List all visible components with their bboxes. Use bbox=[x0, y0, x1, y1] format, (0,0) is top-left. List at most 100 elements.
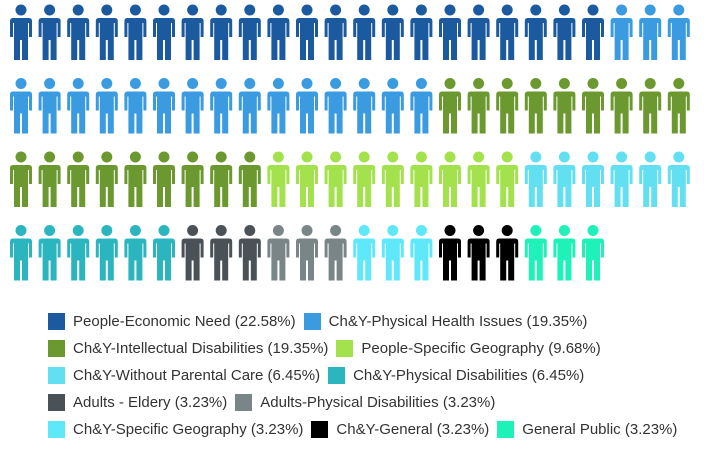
icon-body bbox=[153, 238, 175, 281]
icon-head bbox=[272, 4, 284, 16]
icon-body bbox=[439, 238, 461, 281]
pictogram bbox=[10, 4, 690, 281]
icon-body bbox=[296, 91, 318, 134]
icon-head bbox=[387, 78, 399, 89]
icon-body bbox=[553, 238, 576, 281]
legend-label: Adults-Physical Disabilities bbox=[260, 393, 439, 411]
icon-head bbox=[330, 151, 342, 163]
legend-swatch bbox=[48, 339, 65, 357]
person-icon bbox=[467, 225, 490, 281]
person-icon bbox=[181, 225, 204, 281]
person-icon bbox=[296, 78, 318, 134]
person-icon bbox=[210, 78, 233, 134]
icon-head bbox=[301, 78, 313, 89]
person-icon bbox=[267, 4, 290, 60]
icon-head bbox=[415, 151, 427, 163]
icon-body bbox=[324, 18, 347, 60]
icon-head bbox=[301, 4, 313, 16]
icon-body bbox=[410, 91, 433, 134]
person-icon bbox=[67, 4, 90, 60]
icon-head bbox=[444, 151, 456, 163]
icon-head bbox=[616, 151, 628, 163]
icon-head bbox=[187, 151, 199, 163]
icon-body bbox=[496, 238, 519, 281]
person-icon bbox=[267, 151, 290, 207]
icon-body bbox=[524, 91, 547, 134]
legend-label: Ch&Y-General bbox=[336, 420, 433, 438]
person-icon bbox=[582, 4, 604, 60]
icon-head bbox=[44, 225, 56, 236]
person-icon bbox=[324, 225, 347, 281]
person-icon bbox=[381, 225, 404, 281]
icon-body bbox=[553, 165, 576, 207]
person-icon bbox=[353, 225, 376, 281]
person-icon bbox=[439, 225, 461, 281]
icon-body bbox=[95, 91, 118, 134]
legend-label: Ch&Y-Physical Disabilities bbox=[353, 366, 528, 384]
legend-label: Ch&Y-Specific Geography bbox=[73, 420, 247, 438]
icon-head bbox=[673, 4, 685, 16]
person-icon bbox=[324, 4, 347, 60]
icon-body bbox=[67, 165, 90, 207]
icon-body bbox=[639, 18, 662, 60]
icon-head bbox=[387, 225, 399, 236]
icon-body bbox=[210, 165, 233, 207]
icon-head bbox=[187, 78, 199, 89]
person-icon bbox=[95, 225, 118, 281]
legend-item: People-Specific Geography (9.68%) bbox=[336, 337, 601, 359]
legend-item: Adults-Physical Disabilities (3.23%) bbox=[235, 391, 495, 413]
icon-head bbox=[15, 78, 27, 89]
person-icon bbox=[238, 78, 261, 134]
person-icon bbox=[181, 4, 204, 60]
person-icon bbox=[410, 78, 433, 134]
icon-head bbox=[530, 78, 542, 89]
person-icon bbox=[95, 151, 118, 207]
legend-swatch bbox=[497, 420, 515, 438]
legend-swatch bbox=[336, 339, 354, 357]
icon-head bbox=[616, 78, 628, 89]
icon-body bbox=[496, 165, 519, 207]
icon-body bbox=[467, 91, 490, 134]
legend-label: Ch&Y-Without Parental Care bbox=[73, 366, 264, 384]
icon-head bbox=[358, 4, 370, 16]
person-icon bbox=[667, 151, 690, 207]
icon-head bbox=[101, 225, 113, 236]
person-icon bbox=[153, 225, 175, 281]
legend-value: (9.68%) bbox=[548, 339, 601, 357]
icon-body bbox=[553, 18, 576, 60]
legend-value: (6.45%) bbox=[267, 366, 321, 384]
icon-body bbox=[296, 238, 318, 281]
icon-head bbox=[501, 151, 513, 163]
icon-head bbox=[415, 225, 427, 236]
icon-head bbox=[358, 225, 370, 236]
person-icon bbox=[238, 151, 261, 207]
icon-head bbox=[272, 151, 284, 163]
icon-body bbox=[238, 165, 261, 207]
person-icon bbox=[610, 78, 633, 134]
legend-swatch bbox=[328, 366, 346, 384]
legend-value: (3.23%) bbox=[436, 420, 490, 438]
person-icon bbox=[38, 225, 61, 281]
legend-value: (19.35%) bbox=[526, 312, 588, 330]
person-icon bbox=[467, 151, 490, 207]
person-icon bbox=[553, 225, 576, 281]
icon-head bbox=[101, 151, 113, 163]
icon-head bbox=[387, 151, 399, 163]
person-icon bbox=[582, 225, 604, 281]
icon-head bbox=[444, 225, 456, 236]
person-icon bbox=[67, 151, 90, 207]
icon-body bbox=[95, 238, 118, 281]
person-icon bbox=[238, 4, 261, 60]
icon-body bbox=[210, 238, 233, 281]
icon-head bbox=[244, 225, 256, 236]
icon-body bbox=[124, 18, 147, 60]
icon-body bbox=[153, 91, 175, 134]
icon-body bbox=[324, 238, 347, 281]
icon-head bbox=[301, 225, 313, 236]
icon-head bbox=[530, 4, 542, 16]
icon-body bbox=[524, 165, 547, 207]
icon-head bbox=[473, 151, 485, 163]
icon-body bbox=[10, 165, 32, 207]
icon-head bbox=[501, 78, 513, 89]
legend-item: Ch&Y-General (3.23%) bbox=[311, 418, 489, 440]
